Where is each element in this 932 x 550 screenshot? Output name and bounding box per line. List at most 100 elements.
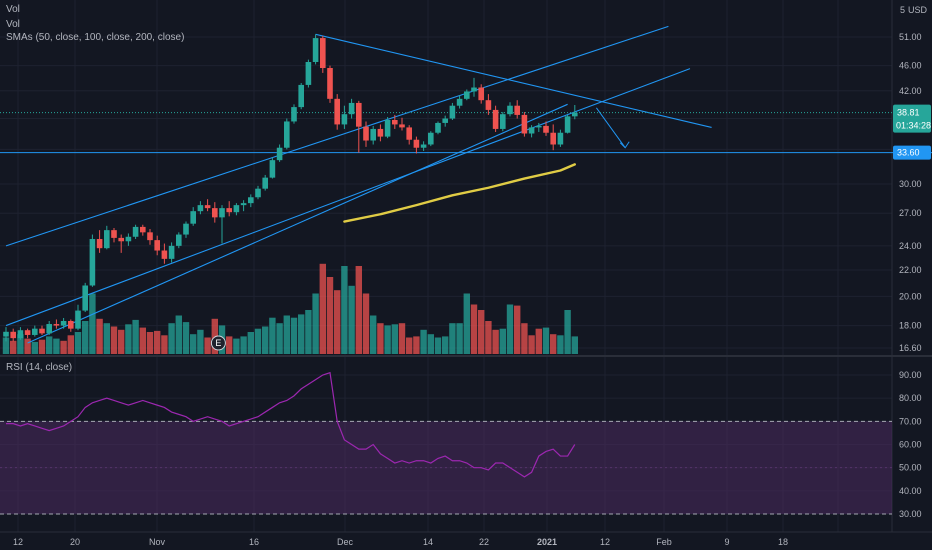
volume-bar xyxy=(182,322,190,354)
time-tick-label: 2021 xyxy=(537,537,557,547)
candle-body xyxy=(140,226,146,233)
trendline xyxy=(5,25,669,247)
time-tick-label: 18 xyxy=(778,537,788,547)
candle-body xyxy=(320,38,326,69)
volume-bar xyxy=(456,323,463,354)
rsi-tick-label: 80.00 xyxy=(899,393,922,403)
volume-bar xyxy=(24,338,31,354)
candle-body xyxy=(276,147,283,161)
candle-body xyxy=(464,91,470,99)
volume-bar xyxy=(427,334,434,354)
volume-bar xyxy=(420,329,427,354)
earnings-marker-circle xyxy=(210,335,226,351)
candle-body xyxy=(176,234,182,246)
candle-body xyxy=(312,38,319,62)
candle-body xyxy=(10,331,16,339)
candle-body xyxy=(442,118,448,123)
volume-bar xyxy=(211,318,218,354)
volume-bar xyxy=(506,304,514,354)
candle-body xyxy=(226,208,232,213)
volume-bar xyxy=(521,323,528,354)
candle-body xyxy=(449,105,456,119)
time-tick-label: Nov xyxy=(149,537,166,547)
projection-arrow-line xyxy=(595,107,626,149)
candle-body xyxy=(269,160,276,178)
candle-body xyxy=(572,112,578,117)
candle-body xyxy=(89,239,96,286)
rsi-tick-label: 40.00 xyxy=(899,486,922,496)
volume-bar xyxy=(334,290,341,354)
price-tick-label: 30.00 xyxy=(899,179,922,189)
volume-bar xyxy=(463,293,470,354)
candle-body xyxy=(334,98,340,125)
currency-label: USD xyxy=(908,5,928,15)
volume-bar xyxy=(269,317,276,354)
volume-bar xyxy=(434,337,442,354)
candle-body xyxy=(392,119,398,125)
trendline xyxy=(5,68,691,327)
candle-body xyxy=(204,205,211,209)
candle-body xyxy=(32,328,38,335)
candle-body xyxy=(348,102,355,115)
volume-bar xyxy=(499,328,506,354)
candle-body xyxy=(327,68,333,99)
candle-body xyxy=(456,98,463,106)
volume-bar xyxy=(125,324,132,354)
price-tick-label: 42.00 xyxy=(899,86,922,96)
time-tick-label: 20 xyxy=(70,537,80,547)
current-price-tag xyxy=(893,104,931,133)
volume-bar xyxy=(449,323,456,354)
volume-bar xyxy=(31,341,38,354)
volume-bar xyxy=(514,305,521,354)
earnings-marker-label: E xyxy=(215,338,221,348)
candle-body xyxy=(356,102,362,127)
rsi-tick-label: 50.00 xyxy=(899,463,922,473)
candle-body xyxy=(413,139,420,148)
volume-bar xyxy=(290,317,298,354)
candle-body xyxy=(168,245,175,259)
volume-bar xyxy=(132,319,139,354)
volume-bar xyxy=(254,328,262,354)
volume-bar xyxy=(413,336,420,354)
volume-bar xyxy=(528,335,535,354)
volume-bar xyxy=(370,315,377,354)
volume-bar xyxy=(204,337,211,354)
volume-bar xyxy=(2,337,10,354)
volume-bar xyxy=(550,334,557,354)
trendlines[interactable] xyxy=(0,25,932,344)
candle-body xyxy=(82,285,88,311)
rsi-line xyxy=(6,371,576,478)
current-price-value: 38.81 xyxy=(897,108,920,118)
candle-body xyxy=(536,125,542,128)
volume-bar xyxy=(161,335,168,354)
candle-body xyxy=(190,211,196,224)
candle-body xyxy=(96,239,103,249)
volume-bar xyxy=(190,334,197,354)
volume-bar xyxy=(74,332,82,354)
candle-body xyxy=(485,100,492,110)
candlesticks[interactable] xyxy=(3,34,578,342)
candle-body xyxy=(68,320,74,329)
price-tick-label: 22.00 xyxy=(899,265,922,275)
volume-bars: E xyxy=(2,263,578,354)
candle-body xyxy=(240,203,247,206)
volume-bar xyxy=(110,326,118,354)
volume-bar xyxy=(348,285,355,354)
candle-body xyxy=(521,114,528,134)
candle-body xyxy=(428,132,434,145)
volume-bar xyxy=(82,321,89,354)
candle-body xyxy=(39,328,45,334)
volume-bar xyxy=(60,340,67,354)
volume-bar xyxy=(46,336,53,354)
candle-body xyxy=(161,250,168,259)
candle-body xyxy=(219,208,225,218)
candle-body xyxy=(550,132,556,145)
volume-bar xyxy=(326,277,334,354)
volume-bar xyxy=(96,318,103,354)
rsi-tick-label: 60.00 xyxy=(899,440,922,450)
candle-body xyxy=(255,188,261,198)
candle-body xyxy=(60,320,67,326)
candle-body xyxy=(125,236,132,242)
candle-body xyxy=(507,105,513,115)
